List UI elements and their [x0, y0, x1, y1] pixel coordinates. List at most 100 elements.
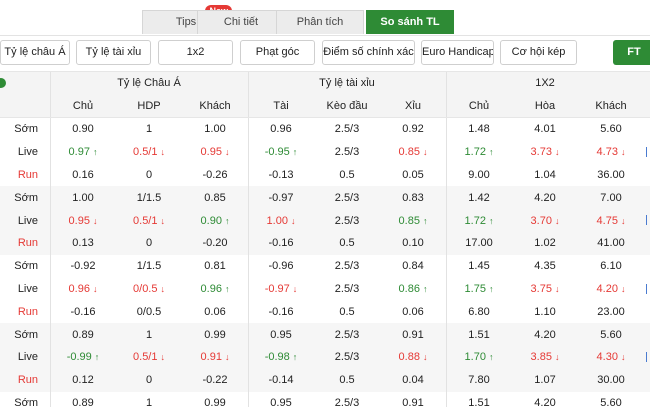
odds-value: 0.06: [402, 305, 424, 318]
odds-value: 0.91: [200, 351, 222, 364]
odds-value: 1.02: [534, 237, 556, 250]
corners-button[interactable]: Phạt góc: [240, 40, 315, 65]
odds-cell-home-1x2: 7.80: [446, 369, 512, 392]
odds-cell-draw: 3.73 ↓: [512, 141, 578, 164]
odds-cell-home: -0.16: [50, 300, 116, 323]
table-row: Sớm 0.89 1 0.99 0.95 2.5/3 0.91 1.51 4.20 5.60: [0, 391, 650, 407]
odds-value: 17.00: [465, 237, 493, 250]
odds-value: 0.95: [270, 396, 292, 407]
odds-cell-away-1x2: 5.60: [578, 118, 644, 141]
odds-type-buttons: Tỷ lệ châu Á Tỷ lệ tài xỉu 1x2 Phạt góc …: [0, 40, 650, 66]
odds-value: 0.95: [270, 328, 292, 341]
arrow-down-icon: ↓: [160, 283, 165, 294]
odds-value: 0.84: [402, 260, 424, 273]
odds-cell-away-1x2: 41.00: [578, 232, 644, 255]
odds-cell-home: -0.92: [50, 255, 116, 278]
odds-cell-home-1x2: 1.72 ↑: [446, 141, 512, 164]
odds-cell-under: 0.84: [380, 255, 446, 278]
odds-value: 3.85: [530, 351, 552, 364]
group-asian-handicap: Tỷ lệ Châu Á: [117, 77, 181, 89]
1x2-button[interactable]: 1x2: [158, 40, 233, 65]
odds-cell-over: -0.16: [248, 300, 314, 323]
odds-cell-home-1x2: 9.00: [446, 164, 512, 187]
euro-handicap-button[interactable]: Euro Handicap: [421, 40, 494, 65]
odds-value: 2.5/3: [334, 396, 360, 407]
odds-cell-draw: 1.04: [512, 164, 578, 187]
odds-value: 0.95: [68, 214, 90, 227]
odds-value: -0.99: [66, 351, 92, 364]
odds-cell-hdp: 1: [116, 323, 182, 346]
odds-value: 4.20: [596, 282, 618, 295]
odds-cell-over: -0.96: [248, 255, 314, 278]
odds-value: 0.88: [398, 351, 420, 364]
expand-dot-icon[interactable]: [0, 78, 6, 88]
correct-score-button[interactable]: Điểm số chính xác: [322, 40, 415, 65]
odds-cell-away: 0.81: [182, 255, 248, 278]
odds-cell-over: 0.95: [248, 392, 314, 407]
odds-cell-home-1x2: 1.70 ↑: [446, 346, 512, 369]
detail-link-icon[interactable]: [646, 146, 650, 157]
asian-handicap-button[interactable]: Tỷ lệ châu Á: [0, 40, 70, 65]
odds-value: 2.5/3: [334, 351, 360, 364]
tab-detail[interactable]: Chi tiết: [197, 10, 285, 34]
odds-value: 4.20: [534, 328, 556, 341]
tab-analysis[interactable]: Phân tích: [276, 10, 364, 34]
odds-cell-home: 0.96 ↓: [50, 278, 116, 301]
arrow-up-icon: ↑: [488, 283, 494, 294]
odds-value: 1.07: [534, 374, 556, 387]
odds-value: 4.30: [596, 351, 618, 364]
table-row: Sớm 0.90 1 1.00 0.96 2.5/3 0.92 1.48 4.01 5.60: [0, 118, 650, 141]
odds-cell-away: 0.99: [182, 323, 248, 346]
row-label: Sớm: [14, 191, 38, 204]
tab-compare-odds[interactable]: So sánh TL: [366, 10, 454, 34]
odds-value: 0/0.5: [133, 282, 158, 295]
table-row: Live -0.99 ↑ 0.5/1 ↓ 0.91 ↓ -0.98 ↑ 2.5/3 0.88 ↓ 1.7…: [0, 345, 650, 369]
detail-link-icon[interactable]: [646, 215, 650, 226]
odds-cell-draw: 3.70 ↓: [512, 209, 578, 232]
odds-cell-home-1x2: 1.45: [446, 255, 512, 278]
row-label: Live: [17, 214, 38, 227]
odds-cell-draw: 1.02: [512, 232, 578, 255]
odds-value: 4.01: [534, 123, 556, 136]
odds-cell-draw: 4.20: [512, 392, 578, 407]
odds-value: 1.00: [72, 191, 94, 204]
odds-value: 3.75: [530, 282, 552, 295]
full-time-button[interactable]: FT: [613, 40, 650, 65]
odds-value: 1: [145, 123, 153, 136]
odds-value: 1.75: [464, 282, 486, 295]
odds-value: 0.97: [68, 146, 90, 159]
odds-cell-hdp: 1: [116, 392, 182, 407]
odds-value: -0.92: [70, 260, 96, 273]
arrow-up-icon: ↑: [488, 352, 494, 363]
over-under-button[interactable]: Tỷ lệ tài xỉu: [76, 40, 151, 65]
odds-value: 1.00: [266, 214, 288, 227]
odds-cell-home: 0.12: [50, 369, 116, 392]
odds-cell-hdp: 0: [116, 232, 182, 255]
odds-value: 3.73: [530, 146, 552, 159]
odds-value: 0.5: [339, 305, 355, 318]
odds-cell-under: 0.04: [380, 369, 446, 392]
detail-link-icon[interactable]: [646, 351, 650, 362]
arrow-down-icon: ↓: [620, 147, 626, 158]
odds-cell-line: 2.5/3: [314, 255, 380, 278]
odds-cell-line: 2.5/3: [314, 346, 380, 369]
odds-value: 36.00: [597, 168, 625, 181]
odds-cell-away-1x2: 4.75 ↓: [578, 209, 644, 232]
odds-cell-hdp: 0.5/1 ↓: [116, 141, 182, 164]
odds-value: 0.85: [398, 146, 420, 159]
odds-value: 0.5: [339, 168, 355, 181]
tab-label: Phân tích: [296, 16, 344, 28]
double-chance-button[interactable]: Cơ hội kép: [500, 40, 577, 65]
odds-value: 6.10: [600, 260, 622, 273]
table-row: Sớm 0.89 1 0.99 0.95 2.5/3 0.91 1.51 4.20 5.60: [0, 323, 650, 346]
arrow-down-icon: ↓: [92, 215, 98, 226]
arrow-down-icon: ↓: [224, 147, 230, 158]
tab-bar: Tips New Chi tiết Phân tích So sánh TL: [0, 0, 650, 36]
table-row: Run -0.16 0/0.5 0.06 -0.16 0.5 0.06 6.80 1.10 23.…: [0, 300, 650, 324]
detail-link-icon[interactable]: [646, 283, 650, 294]
odds-value: 41.00: [597, 237, 625, 250]
odds-cell-draw: 4.20: [512, 323, 578, 346]
odds-cell-away-1x2: 30.00: [578, 369, 644, 392]
odds-cell-home: 0.89: [50, 323, 116, 346]
row-label: Run: [17, 237, 38, 250]
